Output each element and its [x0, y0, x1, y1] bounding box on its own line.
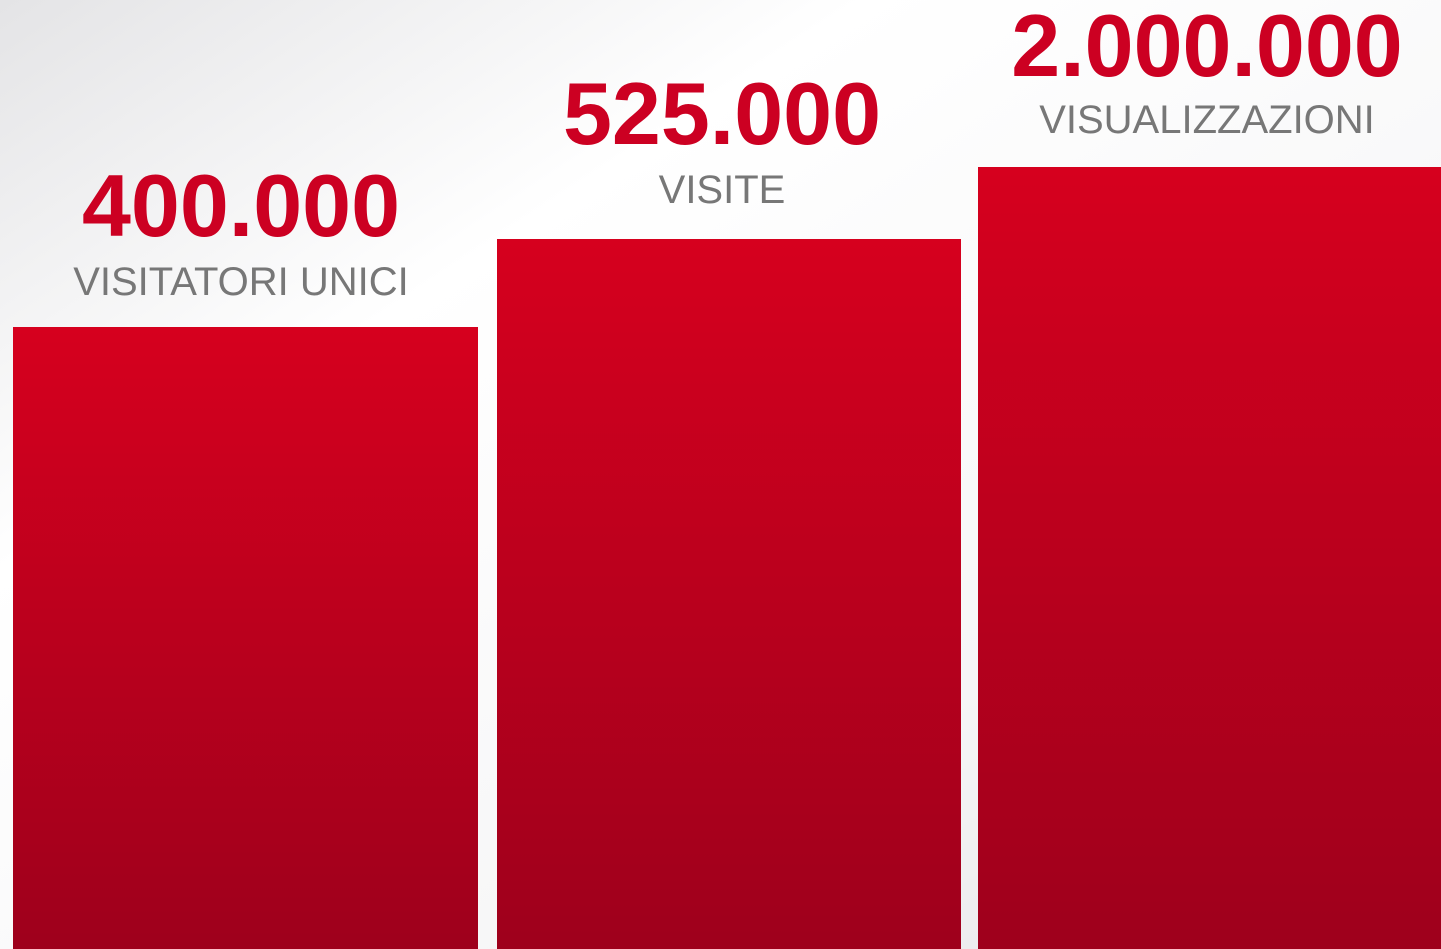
stat-value: 400.000: [82, 156, 400, 255]
bar: [497, 239, 961, 949]
bar: [978, 167, 1441, 949]
bar: [13, 327, 478, 949]
stat-value: 525.000: [563, 64, 881, 163]
stat-label: VISITATORI UNICI: [73, 260, 409, 304]
stat-label: VISITE: [659, 168, 786, 212]
stat-label: VISUALIZZAZIONI: [1039, 98, 1375, 142]
stat-value: 2.000.000: [1011, 0, 1403, 95]
